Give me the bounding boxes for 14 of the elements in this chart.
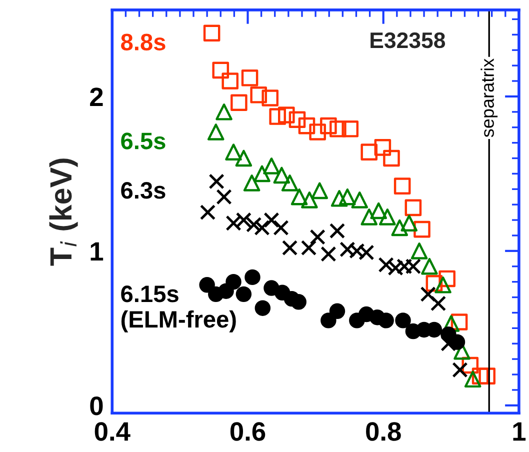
x-tick-label: 1 xyxy=(513,422,526,441)
y-axis-title: T$_{i}$ (keV) xyxy=(49,158,78,266)
series-label: 8.8s xyxy=(121,34,166,50)
series-label: 6.15s (ELM-free) xyxy=(121,286,236,332)
x-tick-label: 0.4 xyxy=(94,422,130,441)
series-label: 6.5s xyxy=(121,132,166,150)
y-tick-label: 0 xyxy=(90,396,103,416)
y-tick-label: 1 xyxy=(90,242,104,260)
ref-line-label: separatrix xyxy=(480,58,498,138)
series-label: 6.3s xyxy=(121,182,166,199)
y-tick-label: 2 xyxy=(90,88,103,106)
annotation: E32358 xyxy=(370,32,446,48)
x-tick-label: 0.6 xyxy=(230,422,266,441)
x-tick-label: 0.8 xyxy=(366,422,401,441)
